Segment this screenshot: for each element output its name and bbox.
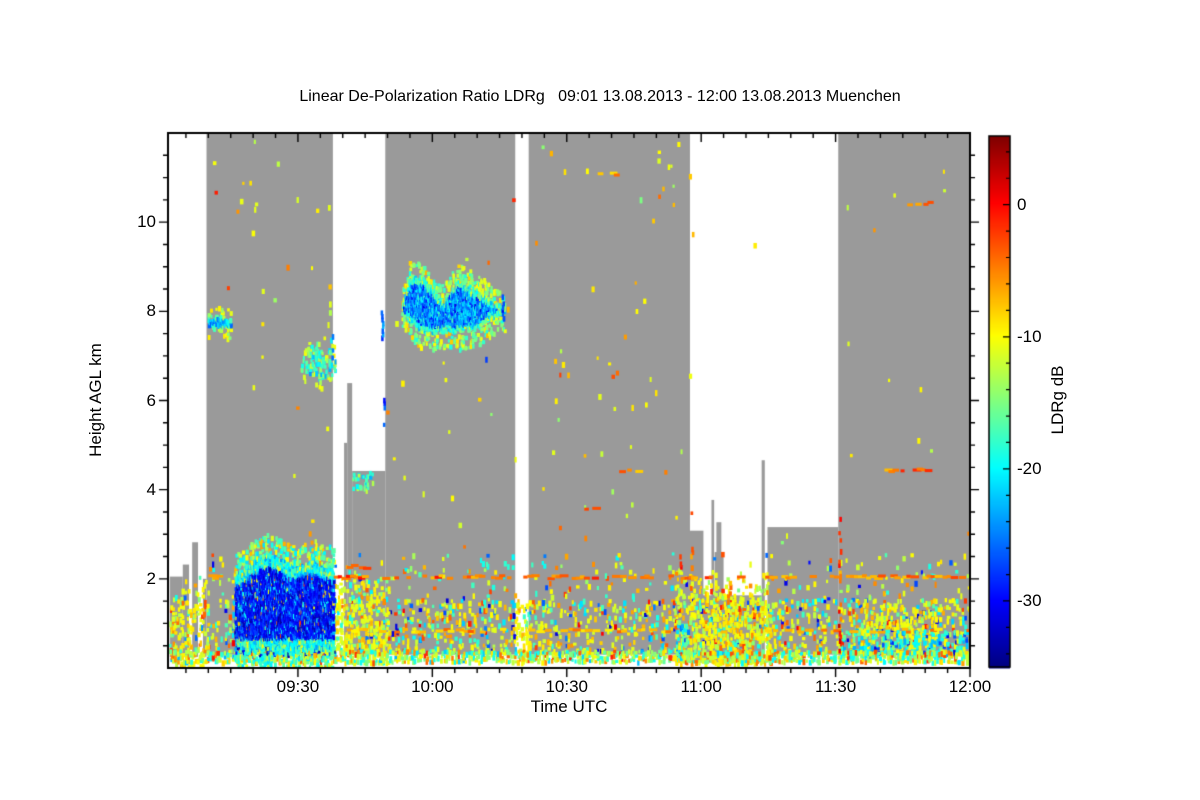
chart-title: Linear De-Polarization Ratio LDRg 09:01 … <box>299 88 901 105</box>
y-tick-label: 6 <box>146 390 156 410</box>
x-tick-label: 10:30 <box>545 677 589 696</box>
x-tick-label: 12:00 <box>948 677 992 696</box>
y-tick-label: 2 <box>146 568 156 588</box>
x-tick-label: 11:30 <box>814 677 857 696</box>
y-tick-label: 8 <box>146 301 156 321</box>
colorbar-tick-label: -20 <box>1017 458 1042 478</box>
colorbar-tick-label: -30 <box>1017 590 1042 610</box>
x-tick-label: 10:00 <box>411 677 454 696</box>
colorbar-tick-label: 0 <box>1017 194 1027 214</box>
y-tick-label: 4 <box>146 479 156 499</box>
x-tick-label: 09:30 <box>276 677 320 696</box>
colorbar-axis-title: LDRg dB <box>1048 365 1067 435</box>
x-axis-title: Time UTC <box>530 697 608 716</box>
x-tick-label: 11:00 <box>680 677 722 696</box>
y-tick-label: 10 <box>137 212 156 232</box>
y-axis-title: Height AGL km <box>86 343 105 457</box>
colorbar-tick-label: -10 <box>1017 326 1042 346</box>
